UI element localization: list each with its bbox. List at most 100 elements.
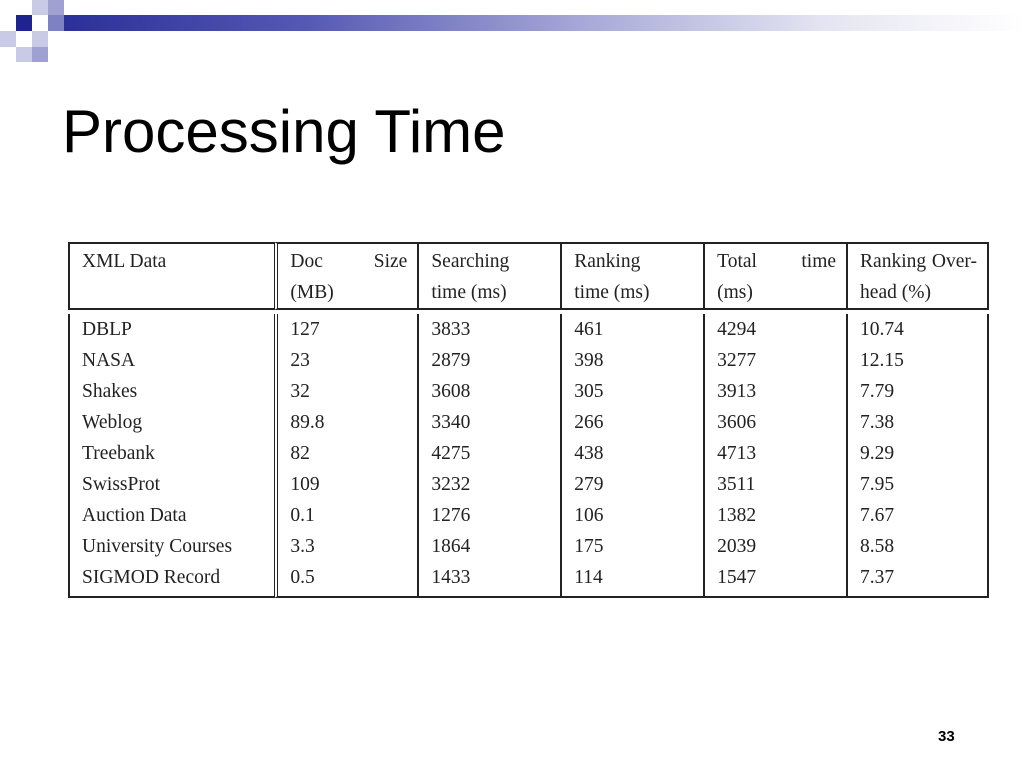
header-gradient-band xyxy=(64,15,1024,31)
value-cell: 1864 xyxy=(417,531,560,562)
table-row: SIGMOD Record 0.5 1433 114 1547 7.37 xyxy=(68,562,989,598)
value-cell: 89.8 xyxy=(274,407,417,438)
column-header-line: time (ms) xyxy=(574,282,650,303)
value-cell: 0.1 xyxy=(274,500,417,531)
table-row: NASA 23 2879 398 3277 12.15 xyxy=(68,345,989,376)
column-header-word: Over- xyxy=(931,251,977,272)
value-cell: 4713 xyxy=(703,438,846,469)
value-cell: 279 xyxy=(560,469,703,500)
value-cell: 3.3 xyxy=(274,531,417,562)
dataset-name-cell: Treebank xyxy=(68,438,274,469)
deco-square xyxy=(32,31,48,47)
value-cell: 109 xyxy=(274,469,417,500)
dataset-name-cell: DBLP xyxy=(68,314,274,345)
table-row: Auction Data 0.1 1276 106 1382 7.67 xyxy=(68,500,989,531)
column-header: Ranking Over-head (%) xyxy=(846,242,989,310)
value-cell: 7.79 xyxy=(846,376,989,407)
value-cell: 1547 xyxy=(703,562,847,598)
value-cell: 3606 xyxy=(703,407,846,438)
column-header-line: Ranking xyxy=(574,246,703,277)
column-header: Doc Size (MB) xyxy=(274,242,418,310)
value-cell: 438 xyxy=(560,438,703,469)
column-header-word: XML Data xyxy=(82,251,167,272)
column-header-word: Ranking xyxy=(574,251,641,272)
dataset-name-cell: Auction Data xyxy=(68,500,274,531)
header-decoration xyxy=(0,0,1024,64)
table-row: SwissProt 109 3232 279 3511 7.95 xyxy=(68,469,989,500)
value-cell: 1433 xyxy=(417,562,561,598)
deco-square xyxy=(32,47,48,62)
value-cell: 398 xyxy=(560,345,703,376)
table-row: Weblog 89.8 3340 266 3606 7.38 xyxy=(68,407,989,438)
value-cell: 8.58 xyxy=(846,531,989,562)
value-cell: 266 xyxy=(560,407,703,438)
deco-square xyxy=(48,0,64,15)
column-header-word: Doc xyxy=(290,251,323,272)
value-cell: 3232 xyxy=(417,469,560,500)
page-number: 33 xyxy=(938,728,955,745)
slide-title: Processing Time xyxy=(62,98,506,165)
value-cell: 4275 xyxy=(417,438,560,469)
value-cell: 3277 xyxy=(703,345,846,376)
value-cell: 10.74 xyxy=(846,314,989,345)
value-cell: 114 xyxy=(560,562,704,598)
value-cell: 461 xyxy=(560,314,703,345)
value-cell: 1382 xyxy=(703,500,846,531)
deco-square xyxy=(16,47,32,62)
column-header-word: time xyxy=(801,251,837,272)
column-header-word: Searching xyxy=(431,251,510,272)
dataset-name-cell: SIGMOD Record xyxy=(68,562,275,598)
value-cell: 3511 xyxy=(703,469,846,500)
column-header: XML Data xyxy=(68,242,275,310)
value-cell: 2879 xyxy=(417,345,560,376)
dataset-name-cell: NASA xyxy=(68,345,274,376)
value-cell: 1276 xyxy=(417,500,560,531)
column-header: Ranking time (ms) xyxy=(560,242,704,310)
deco-square xyxy=(0,31,16,47)
value-cell: 4294 xyxy=(703,314,846,345)
deco-square xyxy=(32,0,48,15)
table-header-row: XML Data Doc Size (MB) Searching time (ms) Ran… xyxy=(68,242,989,310)
column-header-line: XML Data xyxy=(82,246,274,277)
processing-time-table: XML Data Doc Size (MB) Searching time (ms) Ran… xyxy=(68,242,989,598)
dataset-name-cell: SwissProt xyxy=(68,469,274,500)
dataset-name-cell: Shakes xyxy=(68,376,274,407)
table-row: DBLP 127 3833 461 4294 10.74 xyxy=(68,314,989,345)
value-cell: 23 xyxy=(274,345,417,376)
value-cell: 3833 xyxy=(417,314,560,345)
value-cell: 32 xyxy=(274,376,417,407)
value-cell: 3608 xyxy=(417,376,560,407)
column-header: Total time (ms) xyxy=(703,242,847,310)
deco-square xyxy=(48,15,64,31)
dataset-name-cell: Weblog xyxy=(68,407,274,438)
dataset-name-cell: University Courses xyxy=(68,531,274,562)
value-cell: 0.5 xyxy=(274,562,418,598)
table-row: Shakes 32 3608 305 3913 7.79 xyxy=(68,376,989,407)
value-cell: 7.38 xyxy=(846,407,989,438)
column-header-word: Size xyxy=(373,251,408,272)
column-header-line: Ranking Over- xyxy=(860,246,987,277)
table-row: Treebank 82 4275 438 4713 9.29 xyxy=(68,438,989,469)
table-row: University Courses 3.3 1864 175 2039 8.58 xyxy=(68,531,989,562)
value-cell: 7.95 xyxy=(846,469,989,500)
column-header-line: Doc Size xyxy=(290,246,417,277)
column-header-word: Ranking xyxy=(860,251,927,272)
value-cell: 7.67 xyxy=(846,500,989,531)
deco-square xyxy=(16,15,32,31)
column-header: Searching time (ms) xyxy=(417,242,561,310)
value-cell: 7.37 xyxy=(846,562,989,598)
value-cell: 3340 xyxy=(417,407,560,438)
column-header-line: head (%) xyxy=(860,282,931,303)
value-cell: 106 xyxy=(560,500,703,531)
value-cell: 127 xyxy=(274,314,417,345)
column-header-line: time (ms) xyxy=(431,282,507,303)
value-cell: 82 xyxy=(274,438,417,469)
value-cell: 12.15 xyxy=(846,345,989,376)
value-cell: 3913 xyxy=(703,376,846,407)
column-header-line: Searching xyxy=(431,246,560,277)
column-header-line: Total time xyxy=(717,246,846,277)
value-cell: 2039 xyxy=(703,531,846,562)
column-header-word: Total xyxy=(717,251,757,272)
value-cell: 175 xyxy=(560,531,703,562)
value-cell: 305 xyxy=(560,376,703,407)
